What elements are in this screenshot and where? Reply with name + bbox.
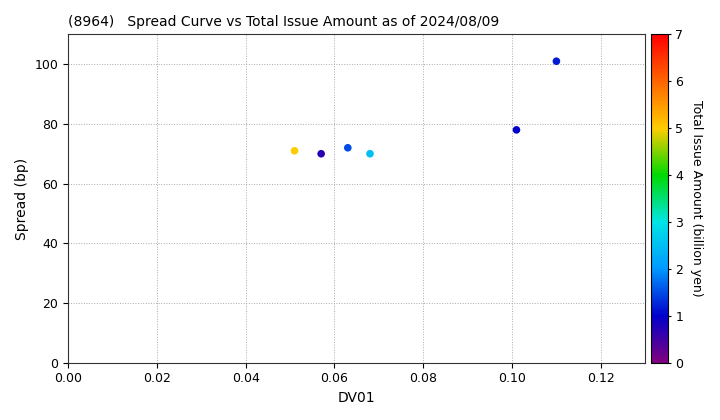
Point bbox=[315, 150, 327, 157]
Y-axis label: Spread (bp): Spread (bp) bbox=[15, 158, 29, 239]
X-axis label: DV01: DV01 bbox=[338, 391, 376, 405]
Point bbox=[551, 58, 562, 65]
Point bbox=[510, 126, 522, 133]
Point bbox=[364, 150, 376, 157]
Point bbox=[289, 147, 300, 154]
Point bbox=[342, 144, 354, 151]
Y-axis label: Total Issue Amount (billion yen): Total Issue Amount (billion yen) bbox=[690, 100, 703, 297]
Text: (8964)   Spread Curve vs Total Issue Amount as of 2024/08/09: (8964) Spread Curve vs Total Issue Amoun… bbox=[68, 15, 500, 29]
